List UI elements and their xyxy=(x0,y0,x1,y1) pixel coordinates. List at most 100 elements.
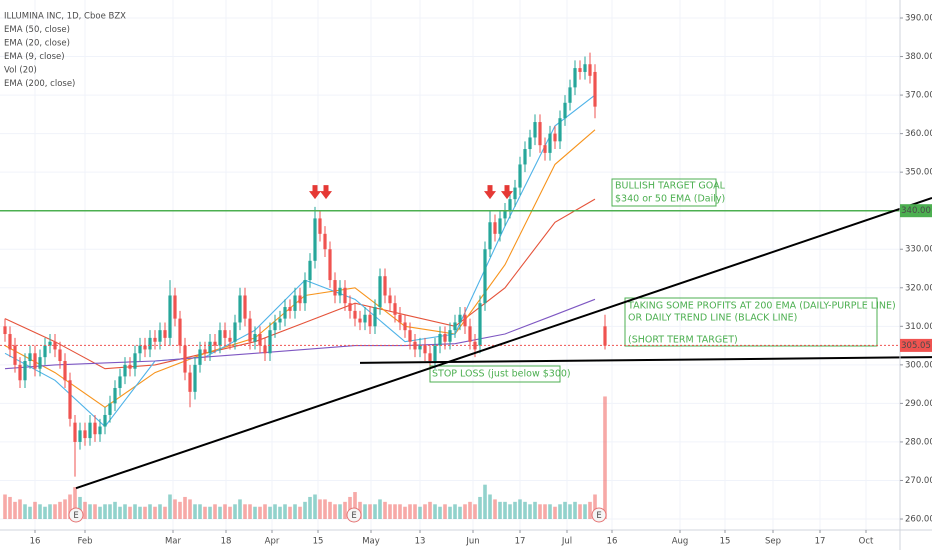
marker-arrow xyxy=(484,185,496,200)
volume-bar xyxy=(178,501,182,519)
candle-body xyxy=(583,64,587,72)
volume-bar xyxy=(488,494,492,519)
candle-body xyxy=(413,341,417,350)
volume-bar xyxy=(288,506,292,519)
x-tick-label: Jun xyxy=(465,537,479,547)
volume-bar xyxy=(313,494,317,519)
candle-body xyxy=(318,218,322,234)
volume-bar xyxy=(413,504,417,519)
volume-bar xyxy=(423,504,427,519)
candle-body xyxy=(418,345,422,350)
annotation-text: BULLISH TARGET GOAL xyxy=(615,181,726,192)
candle-body xyxy=(53,341,57,350)
candle-body xyxy=(43,345,47,358)
volume-bar xyxy=(53,504,57,519)
volume-bar xyxy=(593,494,597,519)
price-tag-label: 305.05 xyxy=(901,341,931,351)
volume-bar xyxy=(573,501,577,519)
candle-body xyxy=(133,353,137,369)
earnings-label: E xyxy=(596,511,601,521)
volume-bar xyxy=(108,504,112,519)
candle-body xyxy=(138,345,142,354)
volume-bar xyxy=(98,506,102,519)
volume-bar xyxy=(238,499,242,519)
candle-body xyxy=(373,307,377,327)
x-tick-label: May xyxy=(362,537,380,547)
candle-body xyxy=(113,387,117,404)
candle-body xyxy=(308,260,312,281)
candle-body xyxy=(348,303,352,311)
volume-bar xyxy=(58,501,62,519)
volume-bar xyxy=(68,494,72,519)
candle-body xyxy=(558,118,562,142)
candle-body xyxy=(383,276,387,296)
annotation-text: STOP LOSS (just below $300) xyxy=(432,369,571,380)
volume-bar xyxy=(263,504,267,519)
candle-body xyxy=(18,364,22,381)
legend-entry: EMA (9, close) xyxy=(4,52,65,62)
volume-bar xyxy=(433,504,437,519)
candle-body xyxy=(528,137,532,150)
y-tick-label: 320.00 xyxy=(905,283,932,293)
volume-bar xyxy=(318,499,322,519)
x-tick-label: Jul xyxy=(561,537,572,547)
candle-body xyxy=(508,199,512,211)
volume-bar xyxy=(338,504,342,519)
candle-body xyxy=(13,345,17,365)
volume-bar xyxy=(548,504,552,519)
annotation-box xyxy=(611,178,717,207)
volume-bar xyxy=(343,501,347,519)
volume-bar xyxy=(353,492,357,519)
volume-bar xyxy=(8,496,12,519)
volume-pane xyxy=(3,396,607,519)
volume-bar xyxy=(208,506,212,519)
y-tick-label: 300.00 xyxy=(905,360,932,370)
volume-bar xyxy=(188,499,192,519)
x-tick-label: 16 xyxy=(30,537,41,547)
candle-body xyxy=(103,414,107,427)
candle-body xyxy=(448,330,452,342)
volume-bar xyxy=(28,506,32,519)
volume-bar xyxy=(468,501,472,519)
candle-body xyxy=(253,334,257,342)
volume-bar xyxy=(213,504,217,519)
volume-bar xyxy=(93,504,97,519)
volume-bar xyxy=(233,504,237,519)
candle-body xyxy=(398,314,402,323)
volume-bar xyxy=(528,504,532,519)
candle-body xyxy=(98,426,102,435)
x-tick-label: 18 xyxy=(221,537,232,547)
annotation-text: $340 or 50 EMA (Daily) xyxy=(615,194,725,205)
y-tick-label: 280.00 xyxy=(905,437,932,447)
price-tag xyxy=(900,204,932,218)
volume-bar xyxy=(363,504,367,519)
candle-body xyxy=(288,307,292,311)
candle-body xyxy=(28,353,32,362)
volume-bar xyxy=(278,506,282,519)
volume-bar xyxy=(293,504,297,519)
candle-body xyxy=(108,403,112,415)
x-tick-label: Oct xyxy=(859,537,874,547)
candle-body xyxy=(128,364,132,369)
x-tick-label: 17 xyxy=(815,537,826,547)
candle-body xyxy=(478,303,482,346)
volume-bar xyxy=(478,496,482,519)
volume-bar xyxy=(418,506,422,519)
candle-body xyxy=(538,122,542,146)
candle-body xyxy=(483,249,487,304)
volume-bar xyxy=(138,506,142,519)
volume-bar xyxy=(253,506,257,519)
volume-bar xyxy=(378,499,382,519)
y-tick-label: 360.00 xyxy=(905,129,932,139)
candle-body xyxy=(148,337,152,350)
candle-body xyxy=(23,361,27,381)
candle-body xyxy=(58,349,62,362)
candle-body xyxy=(458,314,462,323)
ema-line xyxy=(4,198,596,370)
volume-bar xyxy=(133,504,137,519)
candle-body xyxy=(203,349,207,354)
candle-body xyxy=(328,249,332,281)
volume-bar xyxy=(493,499,497,519)
ema-line xyxy=(4,298,596,370)
volume-bar xyxy=(88,504,92,519)
